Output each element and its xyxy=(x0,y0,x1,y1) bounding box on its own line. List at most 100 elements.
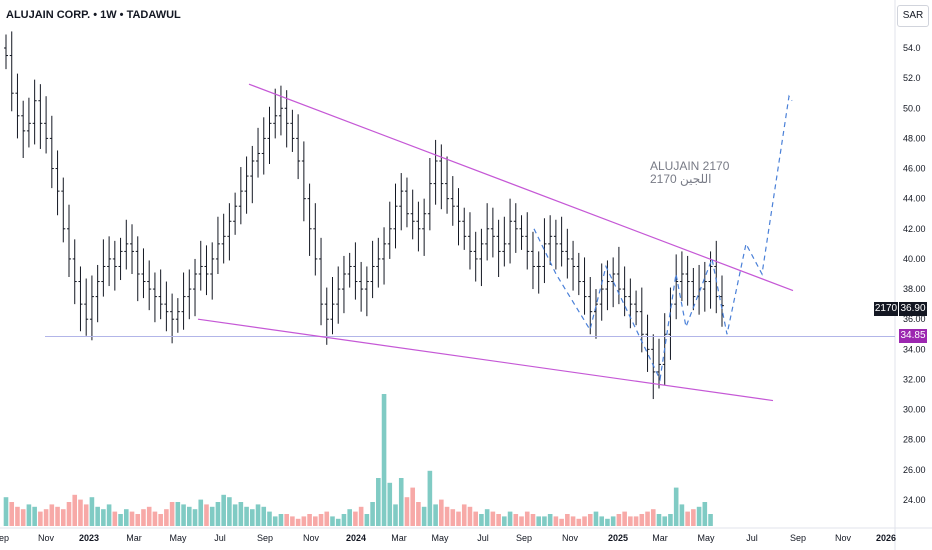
ohlc-bar xyxy=(702,261,707,312)
ohlc-bar xyxy=(238,167,243,225)
ohlc-bar xyxy=(181,272,186,330)
ohlc-bar xyxy=(324,287,329,345)
volume-bar xyxy=(55,506,60,526)
ohlc-bar xyxy=(49,115,54,189)
volume-bar xyxy=(444,506,450,526)
ohlc-bar xyxy=(530,231,535,290)
volume-bar xyxy=(301,516,307,526)
volume-bar xyxy=(616,514,622,526)
ohlc-bar xyxy=(147,260,152,311)
ohlc-bar xyxy=(227,203,232,261)
ohlc-bar xyxy=(233,192,238,235)
volume-bar xyxy=(209,506,215,526)
ohlc-bar xyxy=(175,298,180,333)
ohlc-bar xyxy=(588,277,593,335)
last-price-symbol: 2170 xyxy=(874,302,898,316)
volume-bar xyxy=(175,502,181,526)
ohlc-bar xyxy=(38,84,43,149)
volume-bar xyxy=(628,516,633,526)
volume-bar xyxy=(490,511,496,526)
volume-bar xyxy=(60,509,66,526)
volume-bar xyxy=(244,506,249,526)
volume-bar xyxy=(461,504,467,526)
ohlc-bar xyxy=(508,198,513,264)
volume-bar xyxy=(507,511,513,526)
volume-bar xyxy=(542,516,547,526)
volume-bar xyxy=(587,514,593,526)
volume-bar xyxy=(267,511,272,526)
volume-bar xyxy=(502,516,507,526)
ohlc-bar xyxy=(376,237,381,288)
ohlc-bar xyxy=(542,218,547,284)
ohlc-bar xyxy=(307,183,312,256)
volume-bar xyxy=(593,511,599,526)
volume-bar xyxy=(152,511,158,526)
ohlc-bar xyxy=(502,216,507,267)
y-tick-label: 50.0 xyxy=(903,103,921,113)
volume-bar xyxy=(416,502,421,526)
ohlc-bar xyxy=(84,278,89,336)
volume-bar xyxy=(330,516,335,526)
x-tick-label: 2025 xyxy=(608,533,628,543)
volume-bar xyxy=(66,502,72,526)
ohlc-bars xyxy=(4,31,724,400)
ohlc-bar xyxy=(628,278,633,329)
projection-path xyxy=(533,94,793,382)
volume-bar xyxy=(106,504,112,526)
y-tick-label: 24.00 xyxy=(903,495,926,505)
volume-bar xyxy=(118,514,123,526)
x-tick-label: 2023 xyxy=(79,533,99,543)
chart-title: ALUJAIN CORP. • 1W • TADAWUL xyxy=(6,9,181,21)
ohlc-bar xyxy=(387,201,392,259)
level-price-label: 34.85 xyxy=(899,329,927,343)
volume-bar xyxy=(433,504,438,526)
volume-bar xyxy=(364,514,370,526)
y-tick-label: 30.00 xyxy=(903,405,926,415)
last-price-label: 36.90 xyxy=(899,302,927,316)
ohlc-bar xyxy=(553,219,558,270)
ohlc-bar xyxy=(622,266,627,317)
ohlc-bar xyxy=(445,156,450,214)
volume-bar xyxy=(141,509,146,526)
volume-bar xyxy=(610,516,616,526)
ohlc-bar xyxy=(32,79,37,145)
chart-annotation-line1: ALUJAIN 2170 xyxy=(650,159,730,173)
y-tick-label: 46.00 xyxy=(903,164,926,174)
ohlc-bar xyxy=(187,269,192,320)
upper-trendline xyxy=(248,83,794,292)
volume-bar xyxy=(547,514,553,526)
ohlc-bar xyxy=(656,338,661,389)
volume-bar xyxy=(633,516,639,526)
ohlc-bar xyxy=(221,213,226,264)
volume-bar xyxy=(393,504,398,526)
volume-bar xyxy=(582,516,587,526)
volume-bar xyxy=(49,504,55,526)
ohlc-bar xyxy=(101,239,106,297)
volume-bar xyxy=(536,516,542,526)
ohlc-bar xyxy=(399,173,404,231)
ohlc-bar xyxy=(278,85,283,136)
volume-bar xyxy=(381,394,387,526)
currency-button[interactable]: SAR xyxy=(897,5,929,27)
volume-bar xyxy=(227,497,232,526)
volume-bar xyxy=(353,511,358,526)
ohlc-bar xyxy=(95,264,100,323)
ohlc-bar xyxy=(674,254,679,320)
volume-bar xyxy=(101,509,106,526)
ohlc-bar xyxy=(319,237,324,326)
y-tick-label: 28.00 xyxy=(903,435,926,445)
volume-bar xyxy=(318,514,324,526)
volume-bar xyxy=(696,506,702,526)
ohlc-bar xyxy=(708,251,713,309)
x-tick-label: Sep xyxy=(257,533,273,543)
volume-bar xyxy=(112,511,118,526)
volume-bar xyxy=(135,514,141,526)
ohlc-bar xyxy=(485,203,490,261)
volume-bar xyxy=(278,514,284,526)
ohlc-bar xyxy=(124,219,129,270)
x-tick-label: Sep xyxy=(790,533,806,543)
volume-bar xyxy=(38,511,43,526)
volume-bar xyxy=(307,514,312,526)
lower-trendline xyxy=(197,318,774,402)
